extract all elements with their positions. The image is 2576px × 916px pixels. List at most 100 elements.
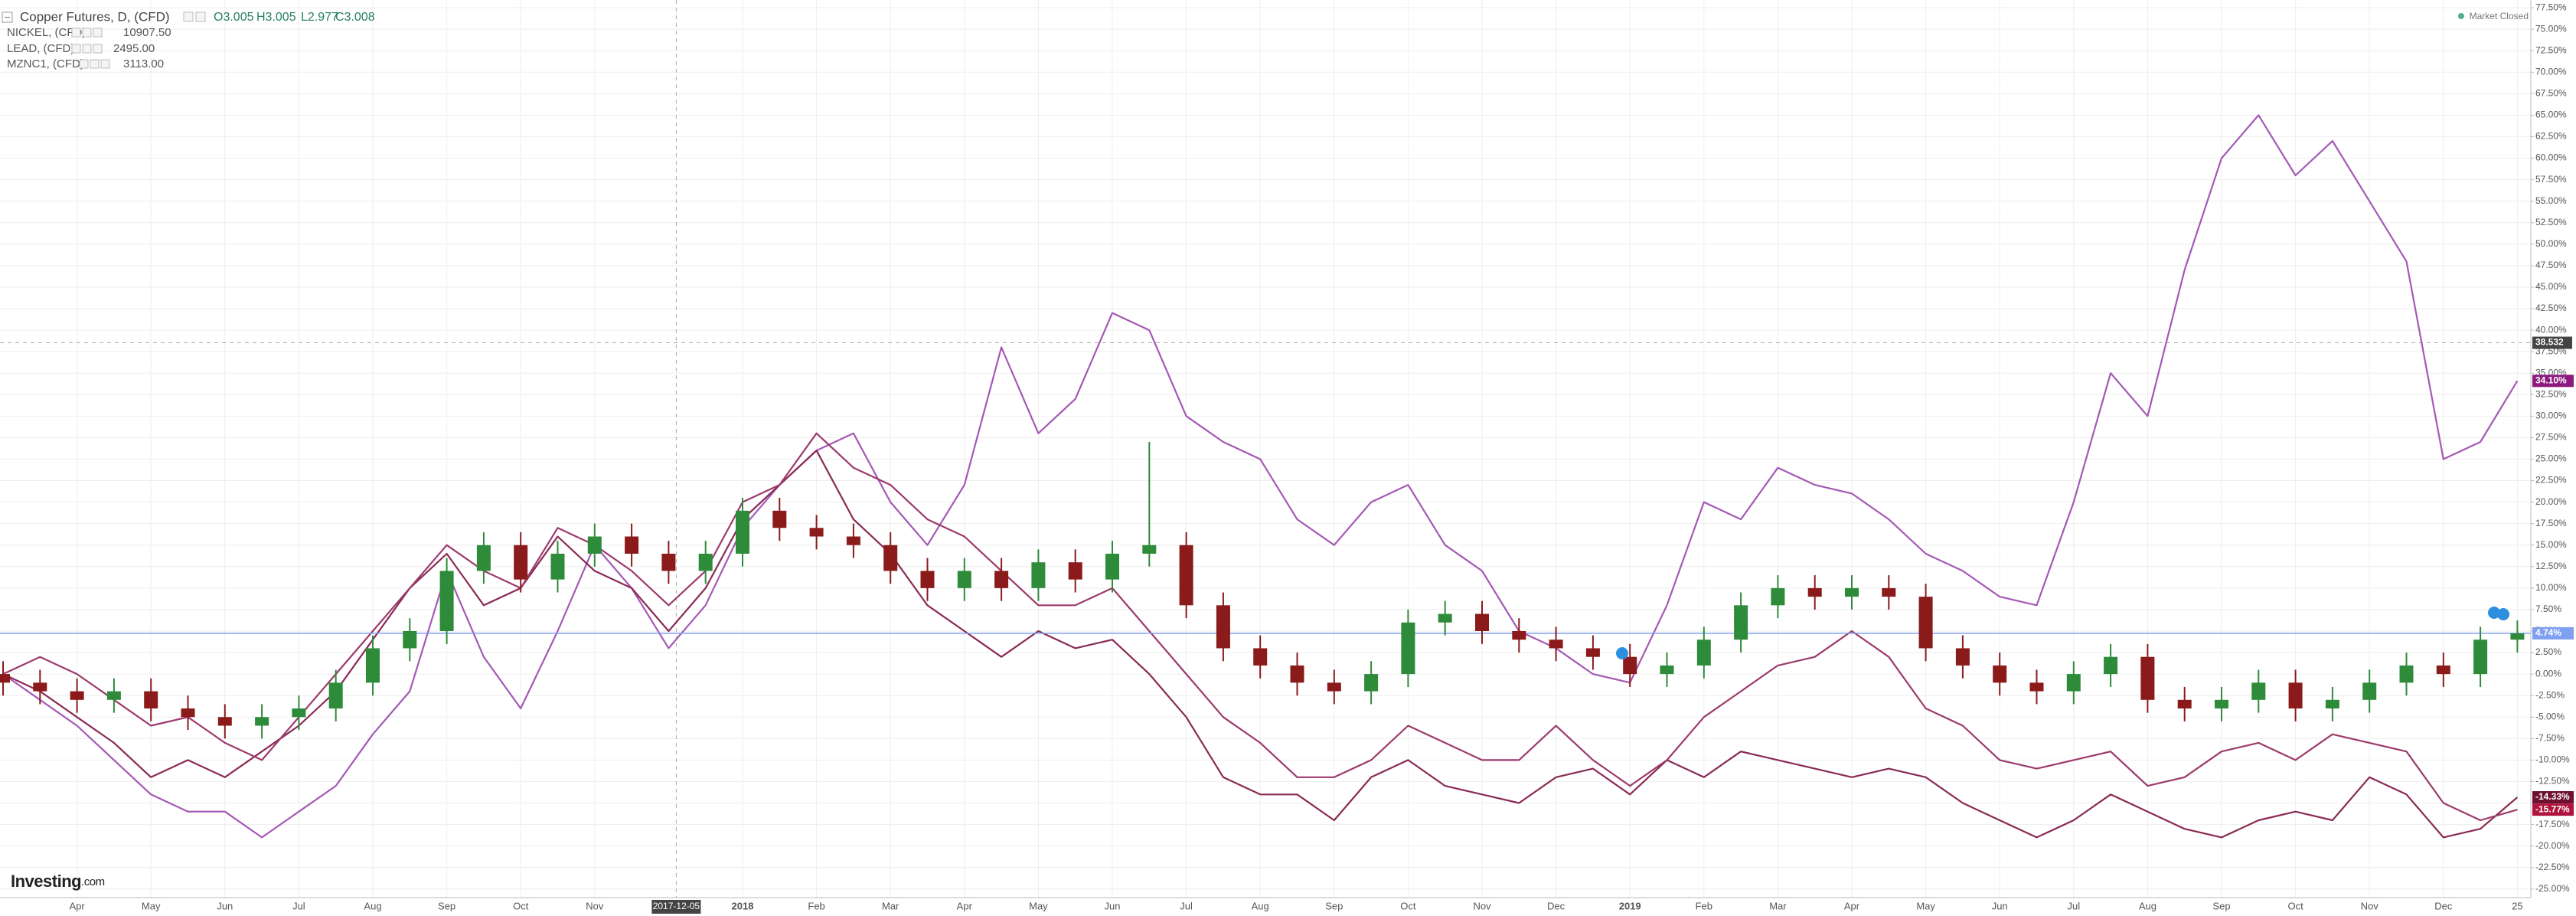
y-tick-label: 72.50% [2535,44,2567,55]
main-series-name: Copper Futures, D, (CFD) [20,9,170,24]
y-tick-label: 0.00% [2535,668,2561,679]
crosshair-y-box [2532,336,2572,349]
y-tick-label: 32.50% [2535,388,2567,399]
market-status: Market Closed [2470,11,2529,21]
candle-body [883,545,898,571]
y-tick-label: 65.00% [2535,110,2567,120]
x-tick-label: Feb [1696,900,1712,911]
candle-body [587,536,602,554]
y-tick-label: 47.50% [2535,260,2567,270]
candle-body [1918,597,1933,649]
event-icon[interactable] [1616,647,1628,659]
crosshair-x-box [651,900,701,914]
x-tick-label: 2018 [732,900,754,911]
candle-body [217,717,232,726]
x-tick-label: Jun [1105,900,1121,911]
y-tick-label: 67.50% [2535,88,2567,99]
x-tick-label: Dec [1547,900,1566,911]
x-tick-label: Jul [292,900,305,911]
candle-body [2066,674,2081,692]
legend-icons [71,28,110,69]
candle-body [2288,682,2303,709]
y-tick-label: -10.00% [2535,754,2570,765]
candle-body [2177,699,2192,709]
candle-body [1512,630,1526,640]
candle-body [2215,699,2228,709]
event-icon[interactable] [2488,607,2500,619]
legend-icon[interactable] [93,28,103,38]
crosshair-x-label: 2017-12-05 [653,901,700,911]
candle-body [2325,699,2339,709]
legend-icon[interactable] [82,44,92,54]
ohlc-open: O3.005 [214,11,254,24]
candle-body [514,545,528,580]
candle-body [366,648,380,683]
y-tick-label: 2.50% [2535,646,2561,657]
legend-icon[interactable] [82,28,92,38]
y-tick-label: 60.00% [2535,152,2567,163]
candle-body [957,571,971,588]
last-value-box [2532,803,2574,816]
x-tick-label: Oct [2287,900,2303,911]
y-tick-label: -12.50% [2535,776,2570,787]
candle-body [1216,605,1230,649]
y-tick-label: 17.50% [2535,518,2567,528]
candle-body [328,682,343,709]
event-icons [1616,607,2509,659]
x-tick-label: Aug [2139,900,2156,911]
candle-body [625,536,639,554]
legend-name: MZNC1, (CFD) [7,57,84,70]
y-tick-label: 22.50% [2535,475,2567,486]
legend-icon[interactable] [79,59,89,69]
legend-icon[interactable] [71,28,81,38]
y-tick-label: -17.50% [2535,819,2570,829]
legend-value: 2495.00 [113,42,155,55]
candle-body [2510,633,2525,640]
marks-layer [0,114,2531,839]
candle-body [550,553,565,580]
candle-body [661,553,676,571]
x-tick-label: Sep [438,900,455,911]
candle-body [70,691,84,700]
legend-icon[interactable] [90,59,100,69]
last-value-label: 4.74% [2535,627,2561,638]
x-tick-label: Mar [1769,900,1787,911]
candle-body [809,528,824,537]
candle-body [2399,665,2414,683]
logo-brand: Investing [11,872,81,891]
legend: Copper Futures, D, (CFD) O3.005 H3.005 L… [2,9,375,70]
y-tick-label: 7.50% [2535,604,2561,614]
candle-body [1327,682,1341,692]
x-tick-label: May [142,900,161,911]
x-tick-label: Jun [217,900,233,911]
series-line [2,450,2519,839]
settings-icon[interactable] [183,11,194,22]
event-icon[interactable] [2497,608,2509,620]
legend-icon[interactable] [93,44,103,54]
candle-body [2029,682,2044,692]
legend-icon[interactable] [100,59,110,69]
candle-body [1179,545,1193,606]
logo-suffix: .com [81,875,105,888]
candle-body [846,536,860,545]
last-value-label: -15.77% [2535,803,2570,814]
candle-body [1585,648,1600,657]
y-tick-label: 20.00% [2535,496,2567,507]
candle-body [1475,613,1489,631]
ohlc-low: L2.977 [301,11,338,24]
candle-body [403,630,417,649]
y-tick-label: 70.00% [2535,66,2567,77]
candle-body [1696,640,1711,666]
x-tick-label: 25 [2512,900,2522,911]
collapse-icon[interactable] [2,11,13,23]
x-tick-label: Oct [513,900,529,911]
y-tick-label: -5.00% [2535,711,2565,721]
candle-body [1845,587,1859,597]
close-icon[interactable] [195,11,206,22]
x-tick-label: May [1916,900,1935,911]
y-tick-label: -22.50% [2535,862,2570,872]
x-tick-label: 2019 [1619,900,1641,911]
legend-icon[interactable] [71,44,81,54]
